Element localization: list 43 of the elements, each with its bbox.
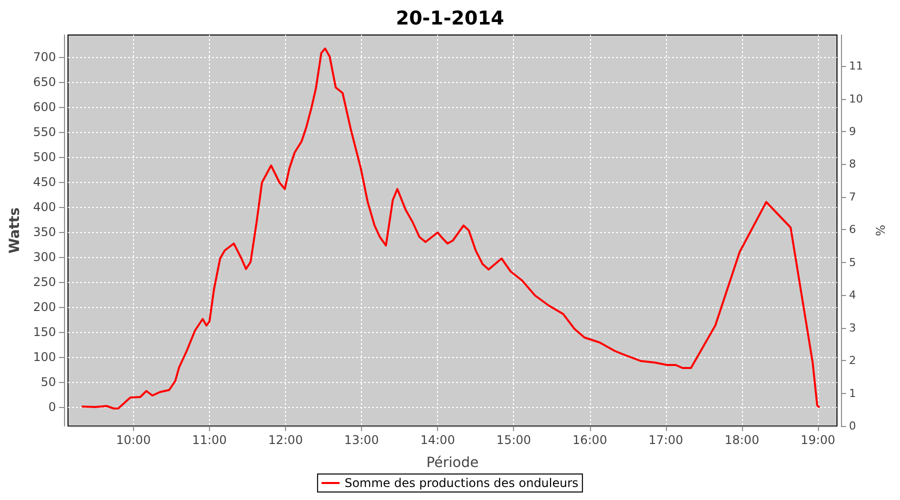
y-tick-label: 650: [33, 75, 56, 89]
y-tick-label: 100: [33, 350, 56, 364]
y-tick-label: 450: [33, 175, 56, 189]
y2-tick-label: 11: [849, 60, 863, 73]
y2-tick-label: 8: [849, 158, 856, 171]
y-tick-label: 150: [33, 325, 56, 339]
x-tick-label: 17:00: [648, 433, 684, 447]
x-tick-label: 16:00: [572, 433, 608, 447]
y2-tick-label: 6: [849, 223, 856, 236]
y2-tick-label: 2: [849, 354, 856, 368]
y2-axis-title: %: [872, 224, 887, 236]
y2-tick-label: 3: [849, 321, 856, 334]
chart-title: 20-1-2014: [396, 8, 504, 30]
x-tick-label: 11:00: [192, 433, 227, 447]
x-tick-label: 12:00: [268, 433, 303, 447]
legend-label: Somme des productions des onduleurs: [344, 476, 578, 490]
y-tick-label: 400: [33, 200, 56, 214]
y-tick-label: 250: [33, 275, 56, 289]
y-tick-label: 500: [33, 150, 56, 164]
line-series: [80, 48, 821, 410]
x-tick-label: 19:00: [800, 433, 836, 447]
y-axis-title: Watts: [7, 207, 23, 254]
y2-tick-label: 5: [849, 256, 856, 269]
x-tick-label: 13:00: [344, 433, 379, 447]
x-tick-label: 10:00: [116, 433, 151, 447]
x-tick-label: 15:00: [496, 433, 532, 447]
y-tick-label: 600: [33, 100, 56, 114]
y-tick-label: 0: [48, 400, 56, 414]
y-tick-label: 300: [33, 250, 56, 264]
x-axis-title: Période: [426, 455, 479, 471]
x-tick-label: 14:00: [420, 433, 455, 447]
y2-tick-label: 1: [849, 386, 856, 400]
y2-tick-label: 10: [849, 92, 863, 106]
y2-tick-label: 0: [849, 420, 856, 432]
y-tick-label: 700: [33, 50, 56, 64]
y2-tick-label: 4: [849, 288, 856, 302]
y-tick-label: 350: [33, 225, 56, 239]
y-tick-label: 200: [33, 300, 56, 314]
x-tick-label: 18:00: [724, 433, 760, 447]
y2-tick-label: 9: [849, 125, 856, 138]
y-tick-label: 50: [40, 375, 56, 389]
y2-tick-label: 7: [849, 190, 856, 204]
y-tick-label: 550: [33, 125, 56, 139]
